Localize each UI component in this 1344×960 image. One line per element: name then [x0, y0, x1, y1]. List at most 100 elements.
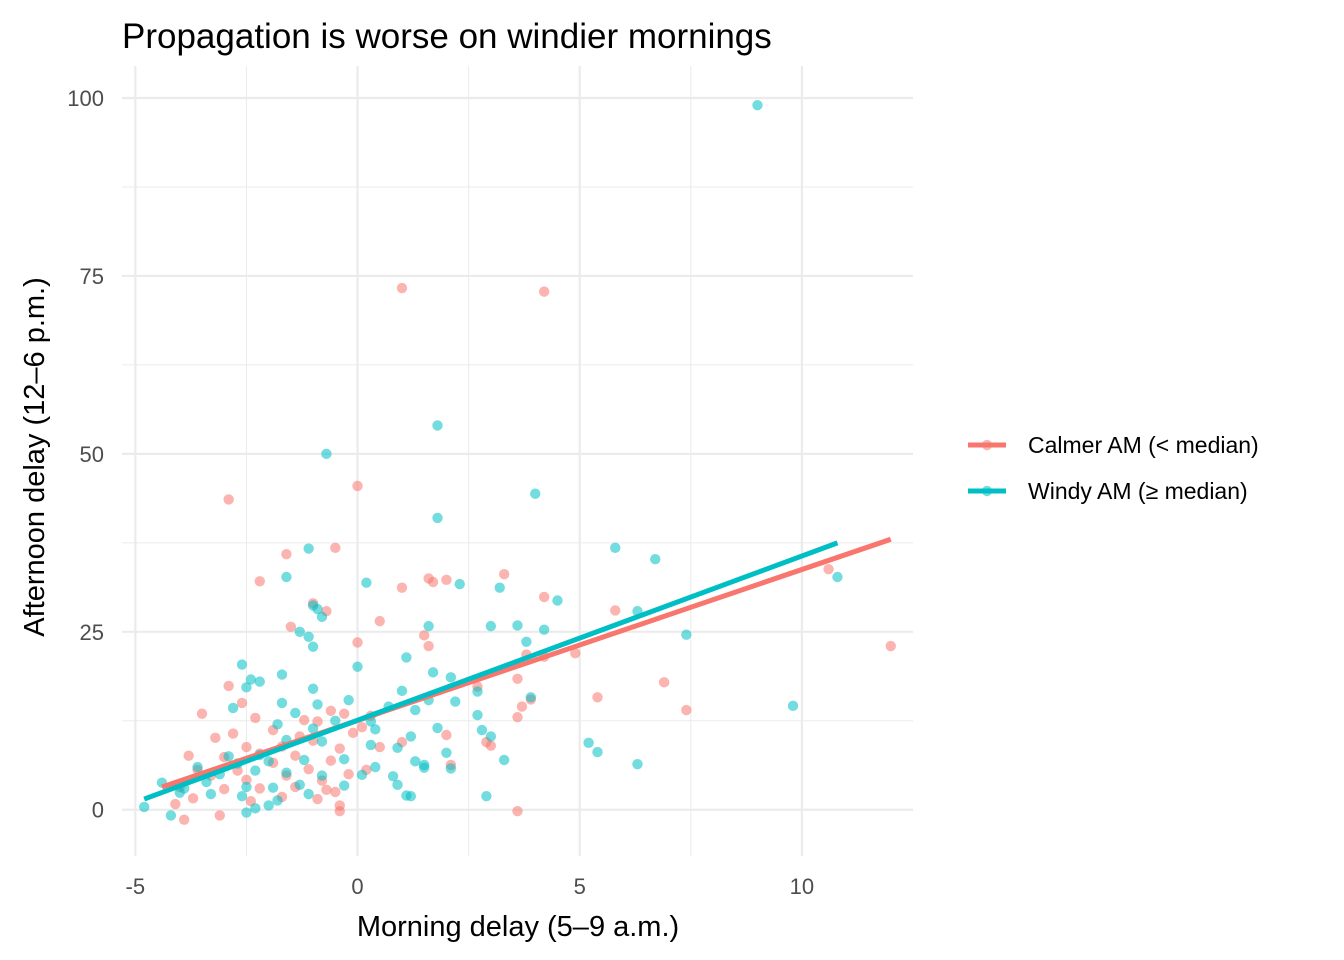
calmer-point	[352, 480, 363, 492]
calmer-point	[485, 740, 497, 751]
windy-point	[370, 724, 381, 735]
windy-point	[485, 731, 497, 742]
windy-point	[316, 736, 328, 747]
calmer-point	[498, 568, 510, 580]
x-tick-label: 10	[790, 874, 814, 899]
calmer-point	[227, 728, 239, 739]
windy-point	[236, 791, 248, 802]
windy-point	[192, 761, 203, 773]
legend-windy-label: Windy AM (≥ median)	[1028, 478, 1248, 504]
windy-point	[250, 765, 261, 776]
calmer-point	[290, 750, 301, 761]
windy-point	[312, 699, 323, 710]
legend-calmer-point-key	[981, 439, 993, 451]
windy-point	[361, 577, 372, 588]
windy-point	[294, 779, 305, 791]
windy-point	[752, 99, 763, 111]
windy-point	[472, 686, 483, 697]
windy-point	[476, 724, 488, 736]
calmer-point	[325, 705, 337, 717]
calmer-point	[281, 549, 292, 560]
calmer-point	[512, 805, 523, 817]
windy-point	[432, 512, 443, 524]
windy-point	[445, 672, 457, 683]
windy-point	[245, 674, 257, 685]
calmer-point	[592, 692, 603, 703]
windy-point	[454, 578, 465, 590]
calmer-point	[241, 774, 252, 786]
windy-point	[396, 685, 408, 697]
calmer-point	[538, 591, 550, 603]
x-tick-label: 0	[351, 874, 363, 899]
calmer-point	[885, 640, 896, 652]
calmer-point	[254, 576, 265, 587]
calmer-point	[298, 714, 310, 726]
windy-point	[356, 769, 368, 781]
windy-point	[530, 488, 541, 499]
windy-point	[307, 683, 319, 694]
windy-point	[427, 667, 439, 678]
windy-point	[236, 659, 248, 670]
windy-point	[387, 771, 399, 782]
windy-point	[418, 762, 430, 773]
calmer-point	[170, 798, 181, 810]
windy-point	[227, 702, 239, 714]
windy-point	[583, 737, 594, 749]
x-tick-labels: -5 0 5 10	[126, 874, 815, 899]
calmer-point	[250, 712, 261, 724]
windy-point	[330, 715, 341, 726]
legend-calmer-label: Calmer AM (< median)	[1028, 432, 1259, 458]
calmer-point	[374, 741, 385, 753]
windy-point	[241, 781, 252, 793]
calmer-point	[325, 755, 337, 766]
calmer-point	[285, 621, 297, 633]
calmer-point	[179, 814, 190, 825]
calmer-point	[223, 494, 234, 505]
calmer-point	[356, 721, 368, 733]
calmer-point	[441, 729, 452, 741]
calmer-point	[187, 793, 199, 804]
y-tick-label: 25	[80, 620, 104, 645]
windy-point	[303, 543, 314, 554]
calmer-point	[330, 542, 341, 554]
calmer-point	[374, 615, 385, 627]
calmer-point	[823, 563, 834, 575]
calmer-point	[223, 680, 234, 692]
windy-point	[223, 751, 234, 762]
calmer-point	[352, 637, 363, 648]
y-tick-label: 75	[80, 264, 104, 289]
calmer-point	[343, 768, 354, 780]
windy-point	[494, 582, 505, 593]
windy-point	[472, 709, 483, 721]
windy-point	[405, 731, 417, 742]
calmer-point	[196, 708, 208, 719]
y-tick-label: 100	[67, 86, 104, 111]
windy-point	[552, 595, 563, 606]
data-points	[139, 99, 896, 825]
windy-point	[343, 694, 354, 706]
windy-point	[303, 631, 314, 642]
windy-point	[276, 697, 288, 709]
windy-point	[512, 620, 523, 631]
windy-point	[241, 807, 252, 818]
calmer-point	[610, 605, 621, 616]
windy-point	[787, 700, 799, 712]
windy-point	[254, 676, 265, 687]
calmer-point	[441, 574, 452, 586]
calmer-point	[570, 647, 581, 659]
calmer-point	[512, 673, 523, 684]
windy-point	[410, 704, 421, 716]
calmer-point	[512, 712, 523, 723]
calmer-point	[241, 741, 252, 753]
calmer-point	[658, 677, 670, 688]
windy-point	[205, 788, 217, 800]
calmer-point	[396, 582, 408, 593]
calmer-point	[334, 743, 345, 754]
calmer-point	[347, 727, 359, 739]
calmer-point	[303, 763, 314, 775]
calmer-point	[330, 786, 341, 798]
windy-point	[832, 571, 843, 583]
windy-point	[298, 754, 310, 766]
windy-point	[405, 791, 417, 802]
